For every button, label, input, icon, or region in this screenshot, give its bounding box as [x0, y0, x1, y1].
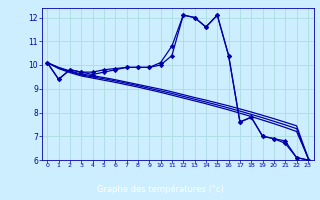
Text: Graphe des températures (°c): Graphe des températures (°c): [97, 184, 223, 194]
